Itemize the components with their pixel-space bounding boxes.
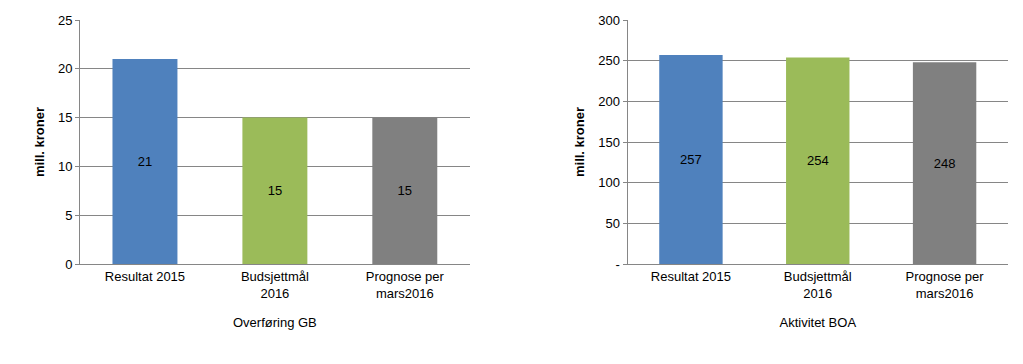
svg-text:5: 5 <box>65 208 72 223</box>
svg-text:Budsjettmål2016: Budsjettmål2016 <box>241 269 309 301</box>
svg-text:Budsjettmål2016: Budsjettmål2016 <box>784 269 852 301</box>
svg-text:150: 150 <box>598 135 620 150</box>
svg-text:Prognose permars2016: Prognose permars2016 <box>366 269 445 301</box>
svg-text:Aktivitet BOA: Aktivitet BOA <box>779 315 856 330</box>
svg-text:100: 100 <box>598 175 620 190</box>
svg-text:21: 21 <box>138 154 152 169</box>
svg-text:15: 15 <box>398 183 412 198</box>
svg-text:mill. kroner: mill. kroner <box>32 107 47 177</box>
svg-text:200: 200 <box>598 94 620 109</box>
svg-text:Prognose permars2016: Prognose permars2016 <box>906 269 985 301</box>
svg-text:248: 248 <box>934 156 956 171</box>
svg-text:257: 257 <box>680 152 702 167</box>
svg-text:-: - <box>616 257 620 272</box>
svg-text:25: 25 <box>58 13 72 28</box>
svg-text:300: 300 <box>598 13 620 28</box>
svg-text:15: 15 <box>268 183 282 198</box>
svg-text:0: 0 <box>65 257 72 272</box>
svg-text:50: 50 <box>605 216 619 231</box>
svg-text:Resultat 2015: Resultat 2015 <box>105 269 185 284</box>
svg-text:250: 250 <box>598 53 620 68</box>
svg-text:Resultat 2015: Resultat 2015 <box>651 269 731 284</box>
svg-text:20: 20 <box>58 61 72 76</box>
svg-text:Overføring GB: Overføring GB <box>233 315 317 330</box>
svg-text:254: 254 <box>807 153 829 168</box>
svg-text:10: 10 <box>58 159 72 174</box>
svg-text:mill. kroner: mill. kroner <box>572 107 587 177</box>
svg-text:15: 15 <box>58 110 72 125</box>
